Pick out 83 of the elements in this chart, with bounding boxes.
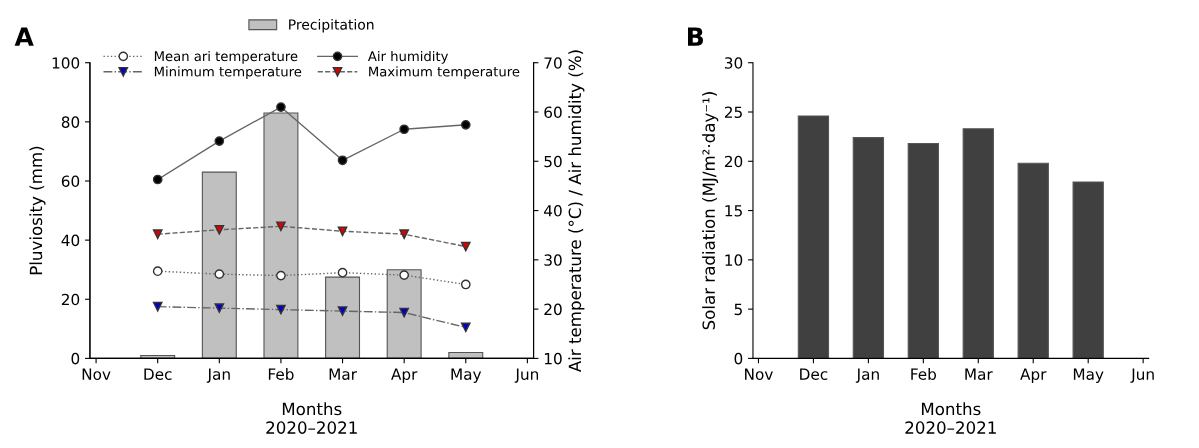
point (337, 155, 348, 166)
legend-label: Minimum temperature (154, 66, 302, 80)
y-tick-label: 20 (724, 155, 743, 168)
point (152, 229, 163, 240)
x-tick-label: Jan (206, 368, 230, 383)
y-axis-title: Pluviosity (mm) (29, 146, 46, 275)
point (460, 322, 471, 333)
y-tick-label: 30 (724, 57, 743, 69)
x-tick-label: May (1073, 368, 1104, 383)
bar (852, 137, 885, 359)
y-tick-label: 0 (734, 352, 743, 365)
point (399, 124, 410, 135)
y2-tick-label: 30 (544, 254, 562, 266)
chart-title: B (688, 27, 703, 46)
legend-label: Maximum temperature (369, 66, 520, 80)
legend-label: Mean ari temperature (154, 50, 298, 64)
y2-tick-label: 20 (544, 303, 562, 316)
y-tick-label: 100 (52, 57, 80, 69)
point (276, 221, 286, 232)
point (276, 270, 286, 281)
x-tick-label: Nov (745, 368, 773, 380)
x-tick-label: Mar (965, 368, 993, 380)
x-tick-label: Jun (514, 368, 539, 383)
point (276, 102, 286, 112)
x-tick-label: Jan (855, 368, 879, 383)
y2-tick-label: 40 (544, 205, 562, 217)
x-tick-label: Apr (391, 368, 418, 383)
bar (797, 115, 830, 359)
x-tick-label: Apr (1020, 368, 1047, 383)
x-tick-label: Dec (800, 368, 828, 380)
y-tick-label: 15 (725, 205, 742, 217)
point (276, 304, 286, 315)
point (152, 301, 163, 312)
x-tick-label: Jun (1130, 368, 1154, 383)
y-tick-label: 5 (734, 303, 742, 316)
point (337, 267, 348, 278)
y2-tick-label: 10 (544, 352, 562, 365)
x-tick-label: May (451, 368, 482, 383)
legend-label: Precipitation (289, 19, 374, 33)
bar (1072, 181, 1104, 359)
x-tick-label: Mar (329, 368, 357, 380)
point (214, 269, 225, 279)
y-tick-label: 80 (61, 116, 80, 128)
point (399, 229, 410, 240)
y2-tick-label: 50 (544, 155, 562, 168)
bar (448, 351, 484, 359)
point (460, 241, 471, 252)
x-tick-label: Feb (911, 368, 937, 380)
bar (962, 128, 994, 359)
y-axis-title: Solar radiation (MJ/m²·day⁻¹) (702, 92, 719, 330)
y-tick-label: 0 (71, 352, 80, 365)
y-tick-label: 40 (61, 234, 80, 247)
point (152, 174, 163, 185)
x-tick-label: Dec (144, 368, 172, 380)
bar (1017, 162, 1049, 359)
y-tick-label: 20 (61, 293, 80, 306)
point (399, 307, 410, 318)
x-axis-title: Months 2020–2021 (905, 402, 996, 434)
y-tick-label: 10 (725, 254, 743, 266)
point (152, 266, 163, 277)
x-axis-title: Months 2020–2021 (266, 402, 357, 434)
y2-axis-title: Air temperature (°C) / Air humidity (%) (568, 50, 585, 373)
chart-title: A (14, 27, 34, 46)
point (399, 270, 410, 280)
point (460, 279, 471, 290)
bar (907, 142, 939, 359)
y-tick-label: 25 (724, 106, 742, 119)
point (214, 303, 225, 313)
point (214, 136, 225, 146)
y2-tick-label: 70 (544, 57, 562, 69)
legend-label: Air humidity (367, 50, 449, 64)
point (214, 224, 225, 235)
point (337, 226, 348, 237)
y-tick-label: 60 (61, 175, 80, 188)
bar (386, 269, 422, 359)
x-tick-label: Feb (268, 368, 294, 380)
point (460, 119, 471, 130)
y2-tick-label: 60 (544, 106, 562, 119)
bar (201, 171, 237, 359)
point (337, 306, 348, 316)
bar (263, 112, 299, 359)
x-tick-label: Nov (82, 368, 111, 380)
bar (325, 276, 361, 359)
